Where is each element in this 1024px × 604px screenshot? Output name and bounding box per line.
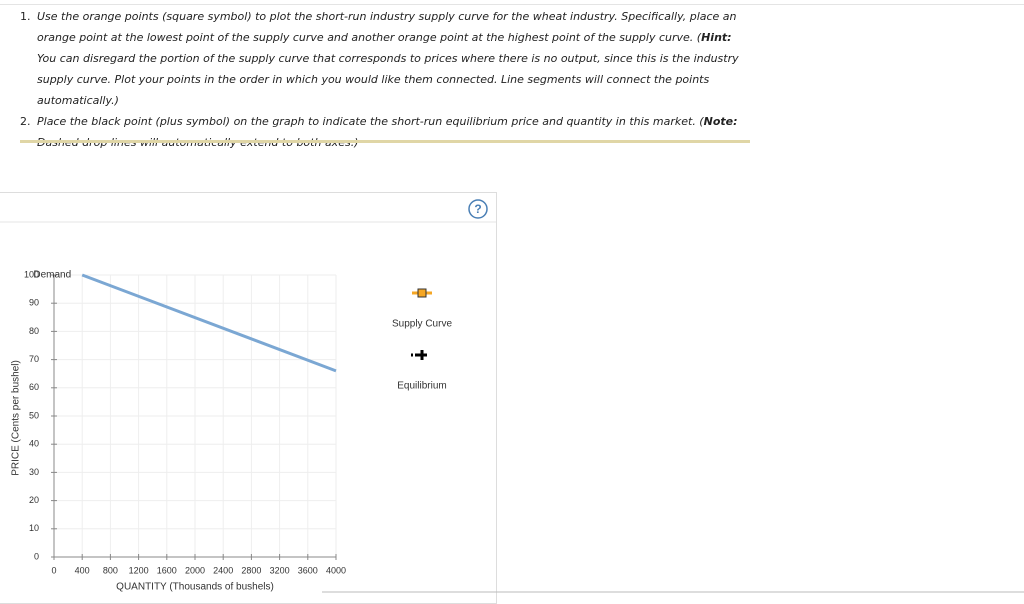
tool-icon[interactable]: [417, 350, 427, 360]
bold-label: Note:: [703, 115, 738, 128]
tool-icon[interactable]: [417, 288, 427, 298]
y-tick-label: 10: [29, 523, 39, 533]
instruction-item: 2. Place the black point (plus symbol) on…: [20, 111, 740, 153]
x-tick-label: 1600: [157, 565, 177, 575]
x-tick-label: 800: [103, 565, 118, 575]
series-label: Demand: [33, 270, 71, 281]
y-tick-label: 60: [29, 382, 39, 392]
y-tick-label: 90: [29, 298, 39, 308]
bold-label: Hint:: [701, 31, 732, 44]
instructions: 1. Use the orange points (square symbol) …: [20, 6, 740, 153]
divider: [20, 140, 750, 143]
x-tick-label: 400: [75, 565, 90, 575]
item-text: Use the orange points (square symbol) to…: [37, 6, 740, 111]
x-tick-label: 3600: [298, 565, 318, 575]
y-tick-label: 80: [29, 326, 39, 336]
x-tick-label: 1200: [129, 565, 149, 575]
text-run: Use the orange points (square symbol) to…: [37, 10, 737, 44]
tool-label[interactable]: Equilibrium: [397, 381, 446, 392]
x-tick-label: 2800: [241, 565, 261, 575]
demand-line: [81, 273, 337, 373]
rule: [0, 4, 1024, 5]
y-axis-label: PRICE (Cents per bushel): [11, 360, 22, 476]
tool-label[interactable]: Supply Curve: [392, 319, 452, 330]
text-run: You can disregard the portion of the sup…: [37, 52, 739, 107]
help-button[interactable]: [468, 199, 488, 219]
y-tick-label: 40: [29, 439, 39, 449]
y-tick-label: 20: [29, 495, 39, 505]
instruction-item: 1. Use the orange points (square symbol) …: [20, 6, 740, 111]
x-axis-label: QUANTITY (Thousands of bushels): [116, 582, 274, 593]
x-tick-label: 3200: [270, 565, 290, 575]
y-tick-label: 70: [29, 354, 39, 364]
y-tick-label: 30: [29, 467, 39, 477]
y-tick-label: 0: [34, 551, 39, 561]
x-tick-label: 0: [51, 565, 56, 575]
item-number: 2.: [20, 115, 31, 128]
help-label[interactable]: ?: [474, 202, 481, 216]
y-tick-label: 50: [29, 410, 39, 420]
y-tick-label: 100: [24, 269, 39, 279]
x-tick-label: 4000: [326, 565, 346, 575]
item-number: 1.: [20, 10, 31, 23]
x-tick-label: 2000: [185, 565, 205, 575]
item-text: Place the black point (plus symbol) on t…: [37, 111, 740, 153]
x-tick-label: 2400: [213, 565, 233, 575]
text-run: Place the black point (plus symbol) on t…: [37, 115, 704, 128]
